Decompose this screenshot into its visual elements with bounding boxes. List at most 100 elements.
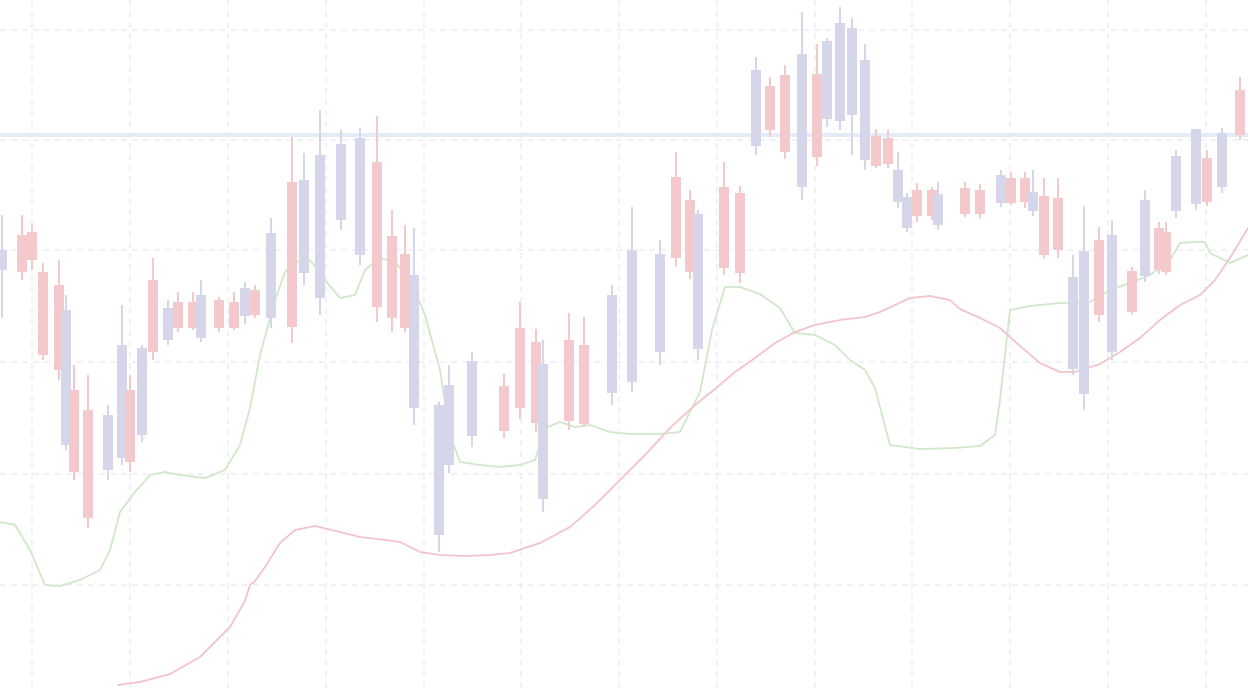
candle-body: [54, 285, 64, 370]
candle-body: [655, 254, 665, 352]
candle-body: [1217, 133, 1227, 187]
candle: [1020, 172, 1030, 208]
candle: [579, 317, 589, 427]
candle: [780, 65, 790, 159]
candle: [927, 187, 937, 220]
candle-body: [860, 60, 870, 160]
candle-body: [214, 300, 224, 328]
candle-body: [83, 410, 93, 518]
candle: [1079, 206, 1089, 410]
candle: [372, 116, 382, 322]
candle: [299, 153, 309, 285]
candle: [1068, 255, 1078, 375]
candle: [1053, 178, 1063, 258]
candle-body: [960, 188, 970, 214]
candle: [812, 44, 822, 166]
candle: [1107, 220, 1117, 360]
candle-body: [927, 190, 937, 216]
candle: [538, 340, 548, 512]
candle: [860, 44, 870, 170]
candle: [871, 129, 881, 168]
candle-body: [1020, 178, 1030, 202]
candle: [912, 183, 922, 222]
candle-body: [137, 348, 147, 435]
candle-body: [719, 187, 729, 268]
candle-body: [975, 190, 985, 214]
candle: [685, 190, 695, 279]
candle: [38, 263, 48, 360]
candle: [975, 184, 985, 218]
candle-body: [538, 364, 548, 499]
candle: [797, 12, 807, 200]
candle: [607, 285, 617, 405]
candle-body: [607, 295, 617, 393]
candle: [196, 280, 206, 342]
candles: [0, 7, 1245, 552]
green-indicator-line: [0, 241, 1248, 587]
candle: [54, 260, 64, 380]
candle-body: [1053, 198, 1063, 250]
candle: [1161, 222, 1171, 275]
candle: [444, 365, 454, 473]
candle: [883, 130, 893, 168]
candle-body: [564, 340, 574, 421]
candle: [336, 130, 346, 230]
candle-body: [355, 138, 365, 255]
candle-body: [902, 197, 912, 228]
candle-body: [847, 28, 857, 115]
candle-body: [240, 288, 250, 316]
candle-body: [765, 86, 775, 130]
candle-body: [434, 405, 444, 535]
candle: [1028, 170, 1038, 216]
candle-body: [579, 345, 589, 424]
candle-body: [1140, 200, 1150, 276]
candle-body: [188, 302, 198, 328]
candle: [960, 182, 970, 217]
candle: [434, 402, 444, 552]
candle: [1039, 178, 1049, 258]
candle-body: [400, 254, 410, 328]
candle: [564, 313, 574, 430]
candle: [1235, 77, 1245, 140]
candle: [627, 207, 637, 392]
candle-body: [266, 233, 276, 318]
candle-body: [1068, 277, 1078, 369]
candle-body: [173, 302, 183, 328]
candle-body: [196, 295, 206, 338]
candle: [467, 352, 477, 447]
candle-body: [835, 23, 845, 121]
candle-body: [163, 308, 173, 340]
candle-body: [871, 136, 881, 166]
candle: [103, 405, 113, 480]
candle-body: [299, 180, 309, 273]
candle: [0, 215, 7, 318]
candle-body: [515, 328, 525, 408]
candle: [822, 38, 832, 127]
candle-body: [1161, 232, 1171, 272]
candle-body: [103, 415, 113, 470]
candle-body: [61, 310, 71, 445]
candle-body: [315, 155, 325, 298]
candle: [1217, 128, 1227, 193]
candle-body: [1094, 240, 1104, 315]
candle-body: [780, 75, 790, 152]
candle-body: [751, 70, 761, 146]
candle: [515, 302, 525, 419]
candle-body: [0, 250, 7, 270]
candle-body: [287, 182, 297, 327]
candle: [229, 292, 239, 330]
candle-body: [17, 235, 27, 272]
candle: [996, 170, 1006, 207]
candle-body: [38, 272, 48, 355]
candle-body: [117, 345, 127, 458]
candle-body: [1191, 129, 1201, 204]
candle-body: [444, 385, 454, 465]
candle: [27, 225, 37, 270]
candle-body: [822, 41, 832, 119]
candle: [933, 182, 943, 230]
candle: [83, 375, 93, 528]
candle: [250, 285, 260, 318]
candle: [719, 162, 729, 275]
candle: [117, 305, 127, 465]
